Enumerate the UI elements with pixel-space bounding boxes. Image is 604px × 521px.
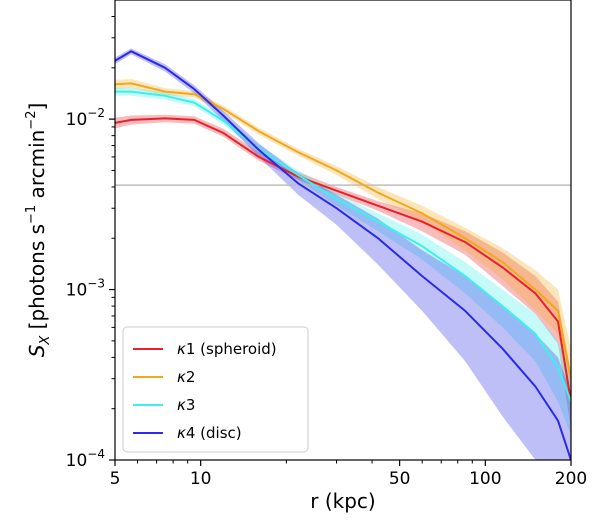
series-lines xyxy=(115,50,571,460)
y-axis: 10−4 10−3 10−2 xyxy=(66,16,115,471)
line-series-3 xyxy=(115,90,571,402)
line-series-2 xyxy=(115,82,571,379)
y-axis-label: SX [photons s−1 arcmin−2] xyxy=(24,103,53,358)
legend-label-4: κ4 (disc) xyxy=(177,424,242,442)
x-tick-label: 10 xyxy=(190,469,212,489)
y-tick-label: 10−2 xyxy=(66,106,105,130)
line-series-4 xyxy=(115,50,571,460)
legend: κ1 (spheroid) κ2 κ3 κ4 (disc) xyxy=(122,326,309,453)
x-axis: 5 10 50 100 200 xyxy=(110,460,587,489)
x-tick-label: 5 xyxy=(110,469,121,489)
x-axis-label: r (kpc) xyxy=(310,489,375,513)
y-tick-label: 10−3 xyxy=(66,277,105,301)
x-tick-label: 200 xyxy=(555,469,587,489)
legend-label-1: κ1 (spheroid) xyxy=(177,340,277,358)
line-series-1 xyxy=(115,117,571,402)
plot-frame xyxy=(114,0,572,461)
legend-label-3: κ3 xyxy=(177,396,195,414)
y-tick-label: 10−4 xyxy=(66,447,105,471)
legend-label-2: κ2 xyxy=(177,368,195,386)
x-tick-label: 50 xyxy=(389,469,411,489)
legend-box xyxy=(122,326,309,453)
band-series-2 xyxy=(115,79,571,409)
band-series-4 xyxy=(115,48,571,460)
error-bands xyxy=(115,48,571,460)
x-tick-label: 100 xyxy=(469,469,501,489)
